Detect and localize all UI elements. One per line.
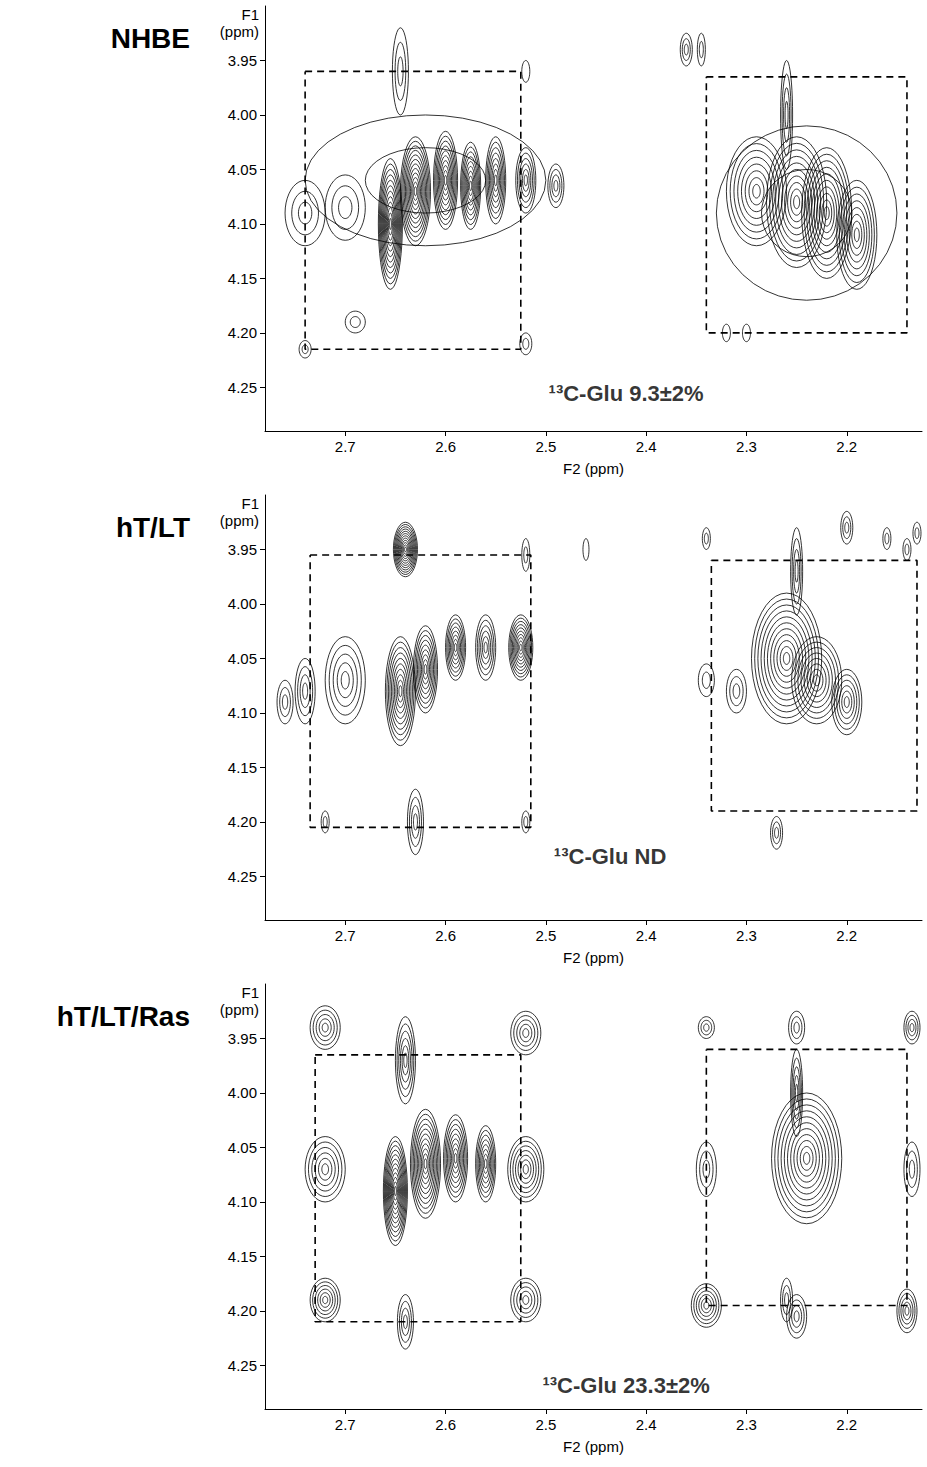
svg-text:4.10: 4.10	[228, 215, 257, 232]
svg-text:¹³C-Glu ND: ¹³C-Glu ND	[554, 844, 666, 869]
svg-text:2.4: 2.4	[636, 1416, 657, 1433]
svg-text:2.2: 2.2	[836, 927, 857, 944]
svg-text:NHBE: NHBE	[111, 23, 190, 54]
svg-text:4.25: 4.25	[228, 1357, 257, 1374]
svg-text:4.10: 4.10	[228, 1193, 257, 1210]
svg-text:¹³C-Glu 9.3±2%: ¹³C-Glu 9.3±2%	[549, 381, 704, 406]
svg-text:hT/LT/Ras: hT/LT/Ras	[57, 1001, 190, 1032]
svg-text:4.10: 4.10	[228, 704, 257, 721]
svg-text:4.00: 4.00	[228, 106, 257, 123]
svg-text:¹³C-Glu 23.3±2%: ¹³C-Glu 23.3±2%	[542, 1373, 709, 1398]
svg-text:4.05: 4.05	[228, 161, 257, 178]
svg-text:F2 (ppm): F2 (ppm)	[563, 1438, 624, 1455]
svg-text:2.5: 2.5	[535, 1416, 556, 1433]
svg-text:4.00: 4.00	[228, 595, 257, 612]
svg-text:2.6: 2.6	[435, 927, 456, 944]
svg-text:4.15: 4.15	[228, 759, 257, 776]
svg-text:2.7: 2.7	[335, 438, 356, 455]
svg-text:2.6: 2.6	[435, 1416, 456, 1433]
svg-text:F1: F1	[241, 495, 259, 512]
svg-text:2.5: 2.5	[535, 438, 556, 455]
svg-text:F2 (ppm): F2 (ppm)	[563, 460, 624, 477]
svg-text:hT/LT: hT/LT	[116, 512, 190, 543]
svg-text:F1: F1	[241, 6, 259, 23]
svg-text:4.15: 4.15	[228, 1248, 257, 1265]
svg-text:(ppm): (ppm)	[220, 512, 259, 529]
svg-text:3.95: 3.95	[228, 1030, 257, 1047]
svg-text:2.3: 2.3	[736, 927, 757, 944]
svg-text:2.7: 2.7	[335, 927, 356, 944]
svg-text:4.20: 4.20	[228, 813, 257, 830]
svg-text:4.05: 4.05	[228, 650, 257, 667]
svg-text:4.25: 4.25	[228, 868, 257, 885]
svg-text:2.3: 2.3	[736, 1416, 757, 1433]
svg-text:3.95: 3.95	[228, 52, 257, 69]
svg-text:2.4: 2.4	[636, 438, 657, 455]
svg-text:4.20: 4.20	[228, 1302, 257, 1319]
svg-text:(ppm): (ppm)	[220, 1001, 259, 1018]
svg-text:2.7: 2.7	[335, 1416, 356, 1433]
svg-text:2.6: 2.6	[435, 438, 456, 455]
svg-text:3.95: 3.95	[228, 541, 257, 558]
svg-text:4.15: 4.15	[228, 270, 257, 287]
svg-text:2.2: 2.2	[836, 438, 857, 455]
svg-text:F1: F1	[241, 984, 259, 1001]
svg-text:2.5: 2.5	[535, 927, 556, 944]
svg-text:4.25: 4.25	[228, 379, 257, 396]
svg-text:4.05: 4.05	[228, 1139, 257, 1156]
svg-text:2.2: 2.2	[836, 1416, 857, 1433]
svg-text:2.4: 2.4	[636, 927, 657, 944]
svg-text:4.00: 4.00	[228, 1084, 257, 1101]
svg-text:4.20: 4.20	[228, 324, 257, 341]
svg-text:2.3: 2.3	[736, 438, 757, 455]
svg-text:F2 (ppm): F2 (ppm)	[563, 949, 624, 966]
svg-text:(ppm): (ppm)	[220, 23, 259, 40]
